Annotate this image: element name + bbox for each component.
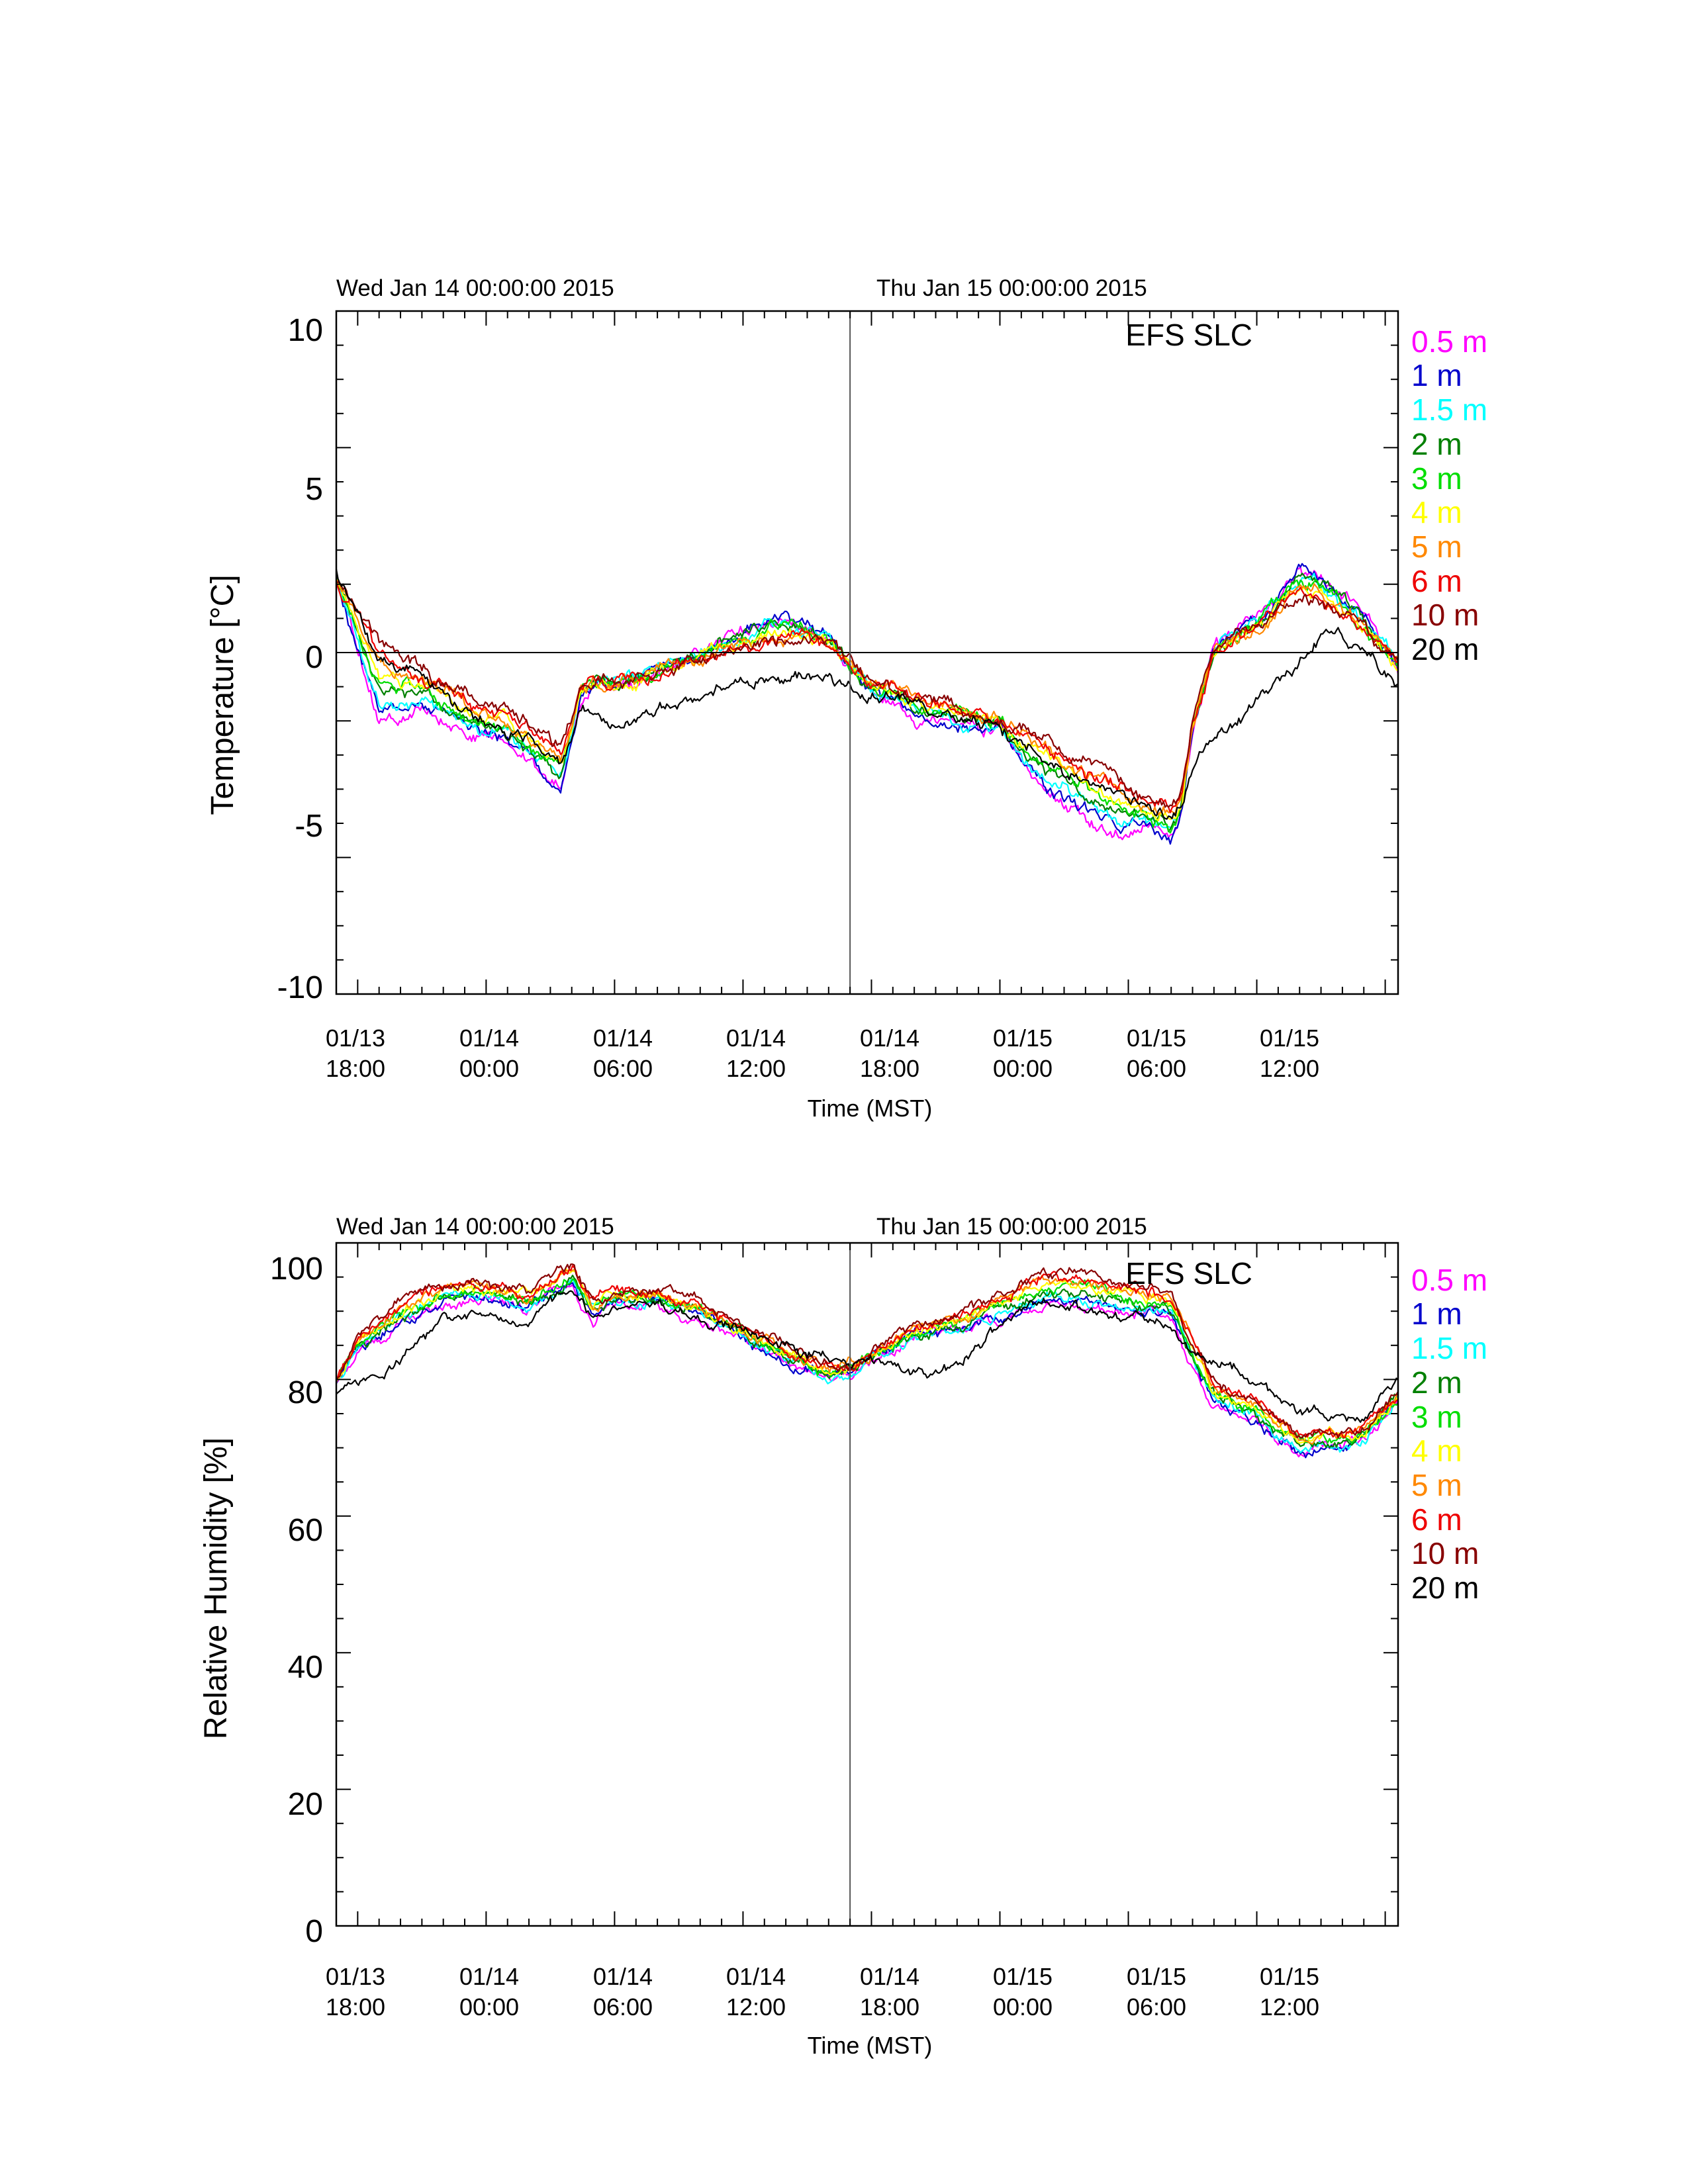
legend-entry: 4 m [1411, 1433, 1462, 1468]
y-tick-label: 60 [288, 1513, 323, 1548]
y-axis-label: Relative Humidity [%] [199, 1437, 234, 1739]
x-tick-label-time: 06:00 [1127, 1993, 1186, 2021]
x-tick-label-date: 01/13 [326, 1024, 385, 1052]
y-tick-label: -10 [277, 970, 323, 1005]
x-axis-label: Time (MST) [808, 1095, 933, 1122]
series-line-10-m [336, 1263, 1399, 1439]
x-tick-label-time: 06:00 [1127, 1055, 1186, 1082]
x-tick-label-date: 01/14 [860, 1963, 919, 1990]
x-tick-label-date: 01/15 [993, 1024, 1053, 1052]
series-line-1-5-m [336, 1279, 1399, 1453]
x-tick-label-date: 01/14 [593, 1024, 653, 1052]
top-date-left: Wed Jan 14 00:00:00 2015 [336, 275, 614, 301]
legend-entry: 10 m [1411, 1536, 1479, 1570]
temperature-panel: Wed Jan 14 00:00:00 2015 Thu Jan 15 00:0… [205, 275, 1487, 1122]
x-tick-label-time: 12:00 [726, 1993, 786, 2021]
legend-entry: 0.5 m [1411, 324, 1487, 359]
series-line-20-m [335, 569, 1399, 820]
x-tick-label-date: 01/15 [1260, 1024, 1319, 1052]
series-line-20-m [336, 1290, 1399, 1423]
x-tick-label-date: 01/14 [593, 1963, 653, 1990]
x-tick-label-time: 18:00 [326, 1993, 385, 2021]
legend-entry: 5 m [1411, 1468, 1462, 1502]
y-tick-label: -5 [295, 809, 323, 844]
legend-entry: 20 m [1411, 1570, 1479, 1605]
x-tick-labels: 01/13 18:00 01/14 00:00 01/14 06:00 01/1… [326, 1963, 1319, 2021]
legend: 0.5 m 1 m 1.5 m 2 m 3 m 4 m 5 m 6 m 10 m… [1411, 324, 1487, 666]
legend-entry: 5 m [1411, 529, 1462, 564]
legend-entry: 2 m [1411, 1365, 1462, 1400]
x-tick-label-time: 06:00 [593, 1055, 653, 1082]
y-tick-label: 10 [288, 313, 323, 348]
top-date-right: Thu Jan 15 00:00:00 2015 [876, 1214, 1147, 1240]
legend-entry: 1 m [1411, 358, 1462, 392]
y-tick-label: 40 [288, 1650, 323, 1685]
x-tick-label-time: 12:00 [1260, 1993, 1319, 2021]
x-tick-label-date: 01/14 [726, 1024, 786, 1052]
legend-entry: 1.5 m [1411, 1331, 1487, 1365]
x-tick-label-time: 00:00 [459, 1993, 519, 2021]
x-axis-label: Time (MST) [808, 2032, 933, 2059]
legend-entry: 0.5 m [1411, 1263, 1487, 1297]
x-tick-label-date: 01/15 [1127, 1024, 1186, 1052]
temperature-plot-area [335, 310, 1399, 995]
x-tick-label-time: 12:00 [726, 1055, 786, 1082]
legend-entry: 10 m [1411, 598, 1479, 632]
humidity-plot-area [335, 1242, 1399, 1927]
x-tick-label-date: 01/14 [459, 1963, 519, 1990]
y-tick-labels: 10 5 0 -5 -10 [277, 313, 323, 1005]
legend-entry: 6 m [1411, 1502, 1462, 1537]
top-date-right: Thu Jan 15 00:00:00 2015 [876, 275, 1147, 301]
x-tick-label-date: 01/15 [1127, 1963, 1186, 1990]
x-tick-label-time: 00:00 [993, 1993, 1053, 2021]
top-date-left: Wed Jan 14 00:00:00 2015 [336, 1214, 614, 1240]
y-tick-label: 0 [305, 640, 323, 675]
station-label: EFS SLC [1125, 318, 1252, 352]
legend-entry: 1 m [1411, 1297, 1462, 1331]
x-tick-label-date: 01/13 [326, 1963, 385, 1990]
y-axis-label: Temperature [°C] [205, 574, 240, 815]
y-tick-label: 5 [305, 472, 323, 507]
humidity-panel: Wed Jan 14 00:00:00 2015 Thu Jan 15 00:0… [199, 1214, 1487, 2059]
x-tick-label-time: 00:00 [459, 1055, 519, 1082]
x-tick-label-date: 01/15 [993, 1963, 1053, 1990]
legend-entry: 4 m [1411, 495, 1462, 529]
y-tick-labels: 100 80 60 40 20 0 [270, 1251, 323, 1949]
series-line-6-m [335, 581, 1399, 813]
x-tick-label-time: 06:00 [593, 1993, 653, 2021]
plot-frame [335, 1242, 1399, 1927]
x-tick-label-time: 18:00 [860, 1993, 919, 2021]
station-label: EFS SLC [1125, 1256, 1252, 1291]
legend-entry: 20 m [1411, 632, 1479, 666]
legend-entry: 2 m [1411, 427, 1462, 461]
legend-entry: 3 m [1411, 461, 1462, 496]
series-line-10-m [336, 581, 1399, 808]
x-tick-labels: 01/13 18:00 01/14 00:00 01/14 06:00 01/1… [326, 1024, 1319, 1082]
legend: 0.5 m 1 m 1.5 m 2 m 3 m 4 m 5 m 6 m 10 m… [1411, 1263, 1487, 1605]
x-tick-label-time: 12:00 [1260, 1055, 1319, 1082]
x-tick-label-time: 18:00 [860, 1055, 919, 1082]
y-tick-label: 80 [288, 1375, 323, 1410]
plot-frame [335, 310, 1399, 995]
y-tick-label: 0 [305, 1914, 323, 1949]
x-tick-label-date: 01/14 [726, 1963, 786, 1990]
legend-entry: 1.5 m [1411, 392, 1487, 427]
legend-entry: 3 m [1411, 1400, 1462, 1434]
x-tick-label-time: 18:00 [326, 1055, 385, 1082]
legend-entry: 6 m [1411, 564, 1462, 598]
series-line-3-m [336, 576, 1399, 834]
x-tick-label-date: 01/14 [860, 1024, 919, 1052]
x-tick-label-time: 00:00 [993, 1055, 1053, 1082]
y-tick-label: 20 [288, 1787, 323, 1822]
x-tick-label-date: 01/15 [1260, 1963, 1319, 1990]
series-line-1-m [336, 563, 1399, 845]
series-line-6-m [336, 1265, 1399, 1439]
x-tick-label-date: 01/14 [459, 1024, 519, 1052]
y-tick-label: 100 [270, 1251, 323, 1287]
